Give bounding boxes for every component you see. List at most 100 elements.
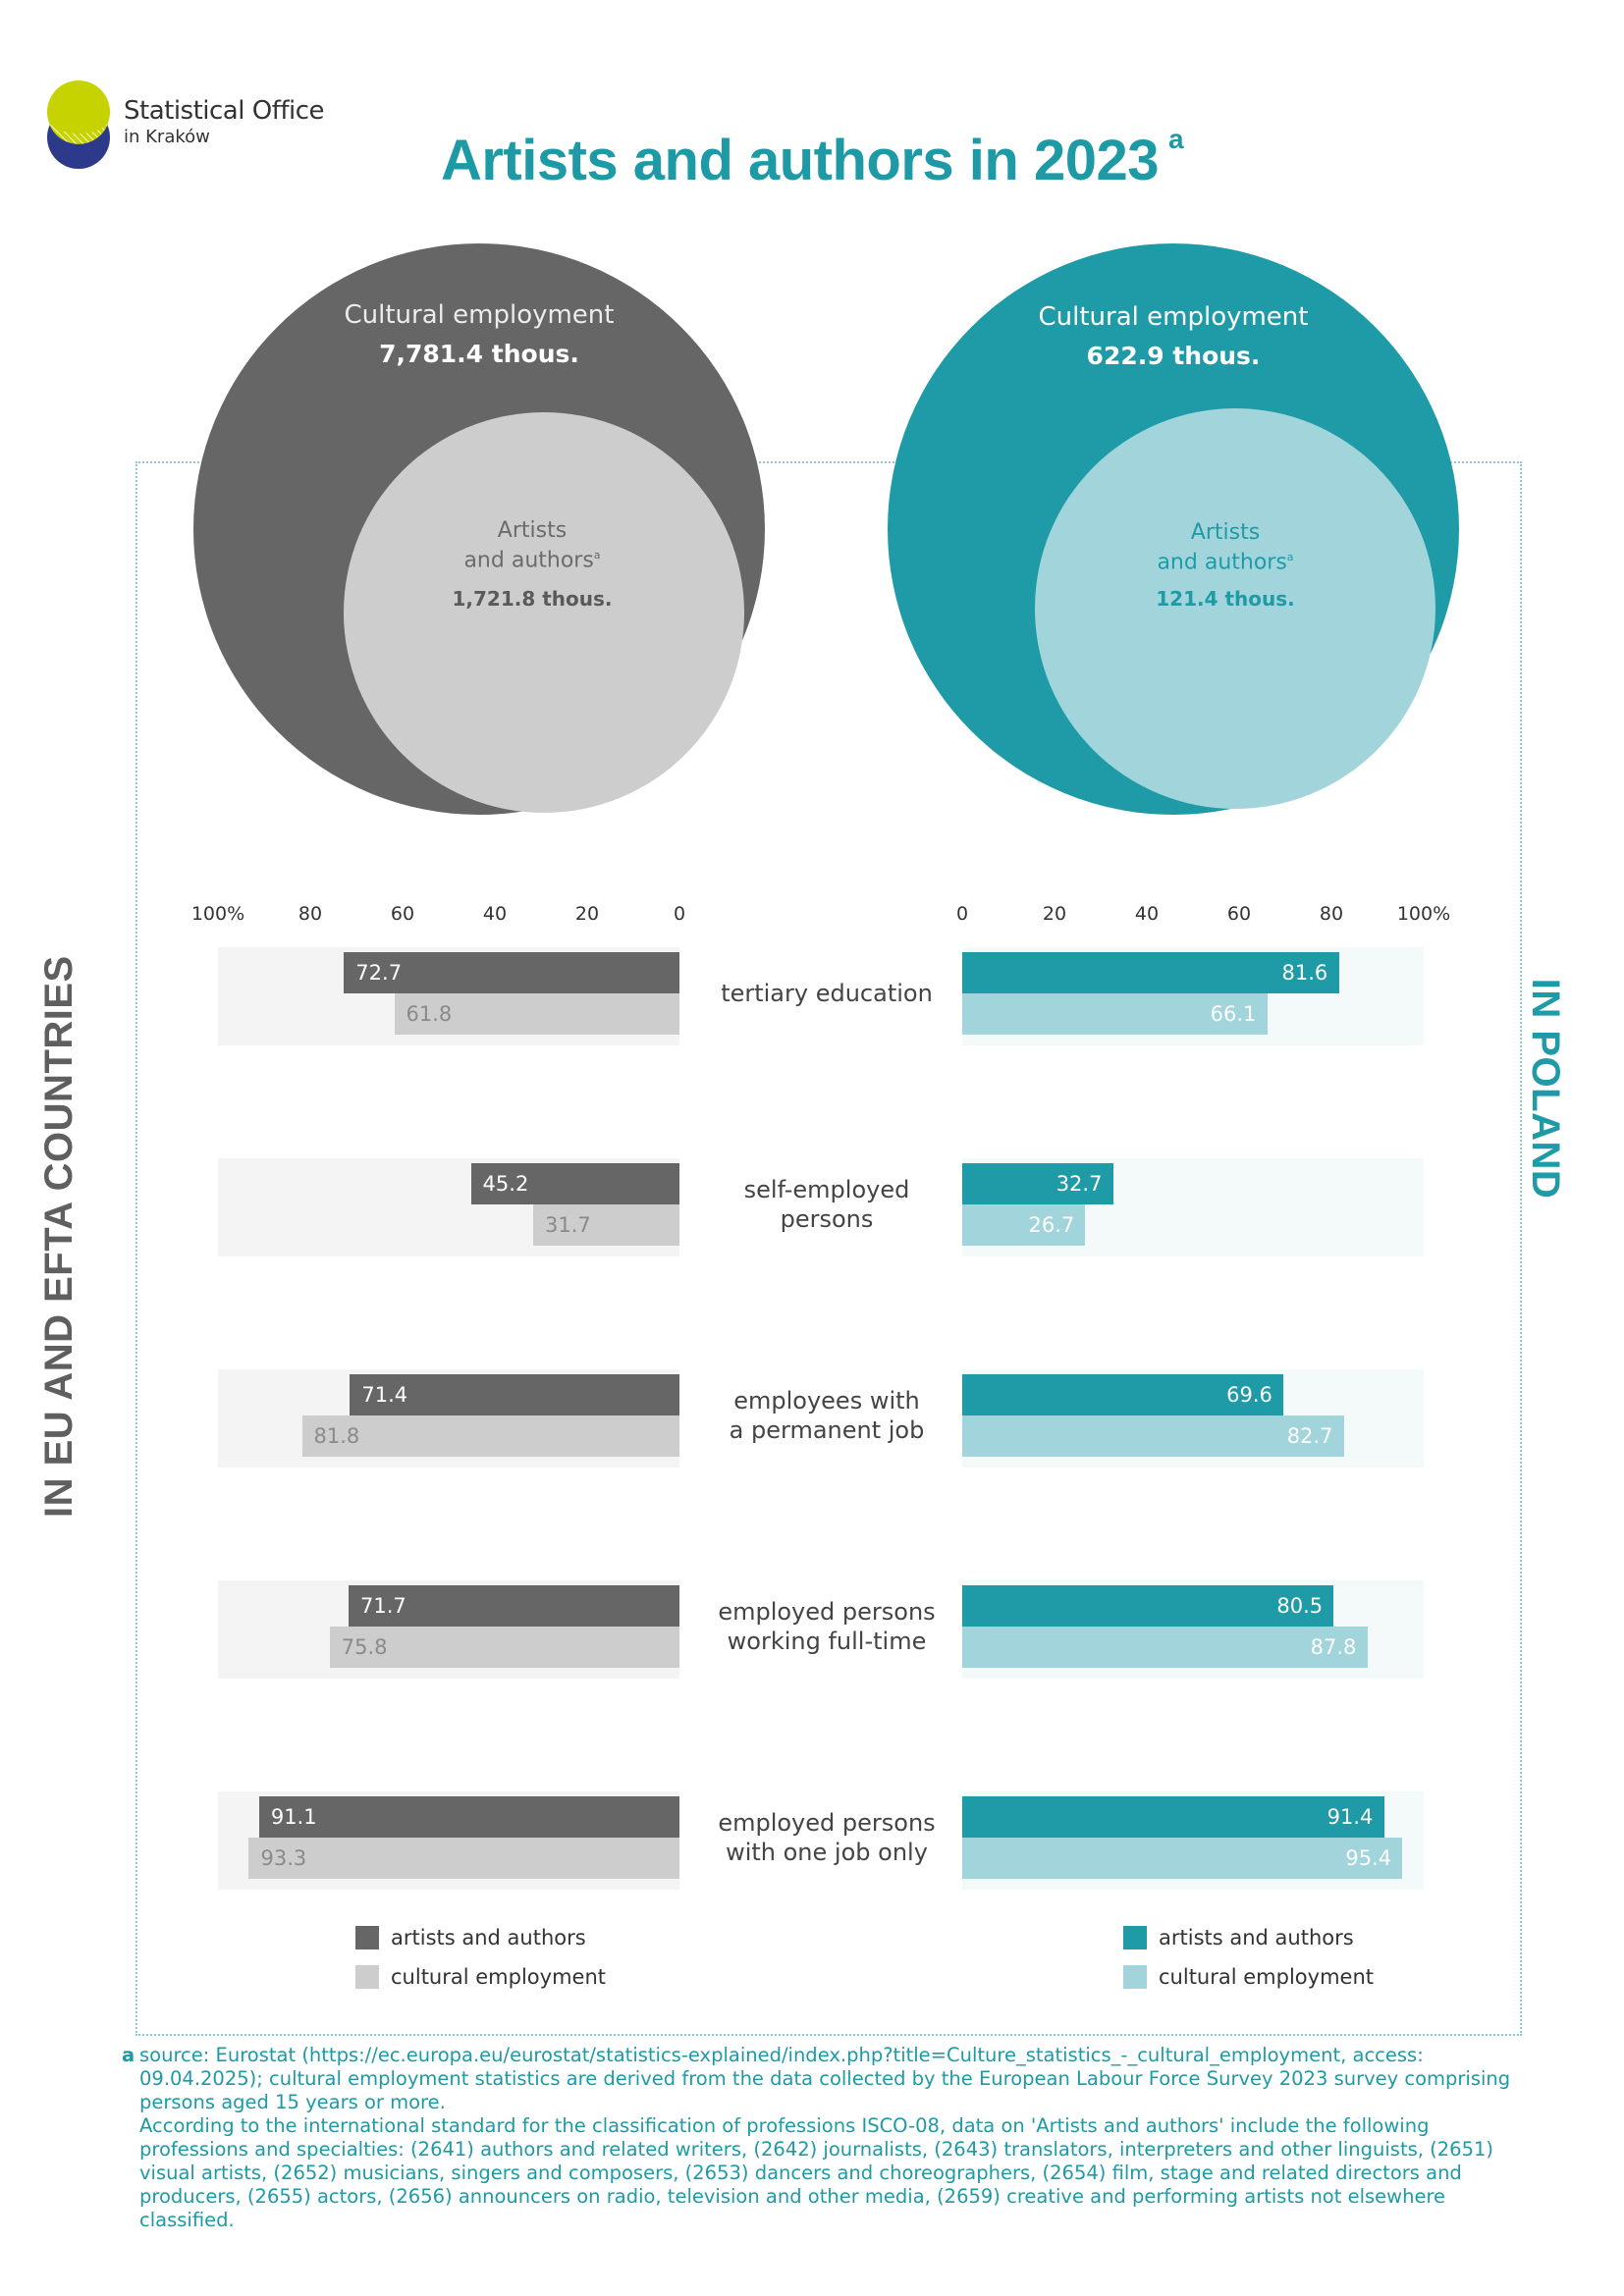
eu-artists-circle [344,412,744,813]
pl-artists-value-label: 80.5 [1276,1594,1324,1618]
category-label: employees with a permanent job [703,1386,950,1445]
category-label-line: employees with [733,1387,920,1415]
pl-cultural-bar [962,1415,1344,1457]
category-label-line: employed persons [718,1809,936,1837]
title-footnote-mark: a [1167,124,1184,154]
footnote-source: source: Eurostat (https://ec.europa.eu/e… [139,2044,1511,2113]
pl-cultural-bar [962,1627,1368,1668]
pl-artists-value-label: 81.6 [1281,961,1328,985]
pl-cultural-value-label: 66.1 [1210,1002,1257,1026]
pl-artists-circle [1035,408,1435,809]
right-axis-tick: 60 [1226,903,1252,925]
eu-cultural-bar [329,1627,679,1668]
legend-eu-artists-swatch [355,1926,379,1949]
eu-cultural-value-label: 75.8 [341,1635,388,1659]
legend-eu-artists-label: artists and authors [391,1926,586,1949]
category-label-line: self-employed [743,1176,910,1203]
eu-cultural-bar [394,993,679,1035]
category-label-line: tertiary education [721,980,933,1007]
category-label: employed persons with one job only [703,1808,950,1867]
logo-mark [43,77,114,175]
category-label: tertiary education [703,979,950,1008]
pl-inner-label-1: Artists [1190,520,1261,545]
legend-eu-cultural-label: cultural employment [391,1965,606,1989]
left-axis-tick: 20 [574,903,600,925]
right-axis-tick: 20 [1042,903,1067,925]
pl-cultural-bar [962,1838,1403,1879]
eu-outer-label: Cultural employment [344,300,615,330]
pl-artists-value-label: 32.7 [1056,1172,1103,1196]
pl-cultural-value-label: 95.4 [1345,1846,1392,1870]
legend-pl-cultural-swatch [1123,1965,1147,1989]
eu-artists-bar [258,1796,679,1838]
right-axis-tick: 80 [1319,903,1344,925]
pl-cultural-value-label: 26.7 [1028,1213,1075,1237]
category-label-line: a permanent job [729,1416,925,1444]
side-label-eu: IN EU AND EFTA COUNTRIES [37,955,81,1518]
eu-artists-bar [349,1585,679,1627]
pl-cultural-bar [962,993,1268,1035]
left-axis-tick: 80 [298,903,323,925]
pl-outer-label: Cultural employment [1038,302,1309,332]
eu-cultural-bar [248,1838,679,1879]
legend-pl-artists-swatch [1123,1926,1147,1949]
eu-cultural-value-label: 61.8 [406,1002,453,1026]
pl-artists-value-label: 69.6 [1226,1383,1272,1407]
legend-eu-cultural-swatch [355,1965,379,1989]
pl-cultural-bar [962,1204,1086,1246]
legend-pl-artists-label: artists and authors [1159,1926,1354,1949]
logo-text: Statistical Office in Kraków [124,96,399,149]
logo-line-1: Statistical Office [124,96,325,126]
legend-pl-cultural-label: cultural employment [1159,1965,1374,1989]
eu-cultural-value-label: 93.3 [260,1846,307,1870]
eu-artists-value-label: 71.7 [360,1594,406,1618]
left-axis-tick: 100% [190,903,245,925]
category-label: self-employed persons [703,1175,950,1234]
pl-inner-value: 121.4 thous. [1156,587,1295,611]
pl-inner-label-2: and authors [1157,550,1287,575]
eu-inner-label-2: and authors [463,548,594,573]
eu-inner-label-1: Artists [497,518,568,543]
category-label-line: persons [780,1205,874,1233]
left-axis-tick: 60 [390,903,415,925]
dotted-frame [135,461,1522,2036]
eu-artists-bar [344,952,679,993]
eu-inner-mark: a [593,549,601,561]
footnote-definition: According to the international standard … [139,2114,1493,2231]
logo-line-2: in Kraków [124,127,210,147]
eu-outer-value: 7,781.4 thous. [379,340,579,368]
side-label-pl: IN POLAND [1523,966,1567,1211]
right-axis-tick: 40 [1134,903,1160,925]
footnote: a source: Eurostat (https://ec.europa.eu… [122,2044,1526,2232]
category-label-line: employed persons [718,1598,936,1626]
pl-artists-bar [962,952,1339,993]
left-axis-tick: 40 [482,903,508,925]
eu-artists-value-label: 72.7 [355,961,403,985]
category-label-line: working full-time [727,1628,927,1655]
right-axis-tick: 100% [1396,903,1451,925]
page-title: Artists and authors in 2023 a [295,124,1329,193]
pl-artists-value-label: 91.4 [1326,1805,1374,1829]
pl-outer-value: 622.9 thous. [1086,342,1261,370]
left-axis-tick: 0 [673,903,686,925]
pl-artists-bar [962,1796,1384,1838]
eu-artists-bar [470,1163,679,1204]
eu-cultural-bar [533,1204,679,1246]
pl-inner-label: Artists and authorsa [1086,520,1365,574]
pl-inner-mark: a [1286,551,1294,563]
right-axis-tick: 0 [955,903,969,925]
eu-inner-label: Artists and authorsa [393,518,672,572]
pl-cultural-value-label: 82.7 [1286,1424,1333,1448]
pl-artists-bar [962,1585,1334,1627]
eu-cultural-value-label: 81.8 [313,1424,360,1448]
eu-cultural-value-label: 31.7 [545,1213,591,1237]
eu-artists-value-label: 45.2 [482,1172,529,1196]
pl-artists-bar [962,1163,1113,1204]
footnote-mark: a [122,2044,135,2066]
eu-inner-value: 1,721.8 thous. [452,587,613,611]
eu-artists-value-label: 91.1 [270,1805,317,1829]
category-label: employed persons working full-time [703,1597,950,1656]
page-title-text: Artists and authors in 2023 [440,129,1160,192]
category-label-line: with one job only [726,1839,928,1866]
eu-artists-bar [350,1374,679,1415]
